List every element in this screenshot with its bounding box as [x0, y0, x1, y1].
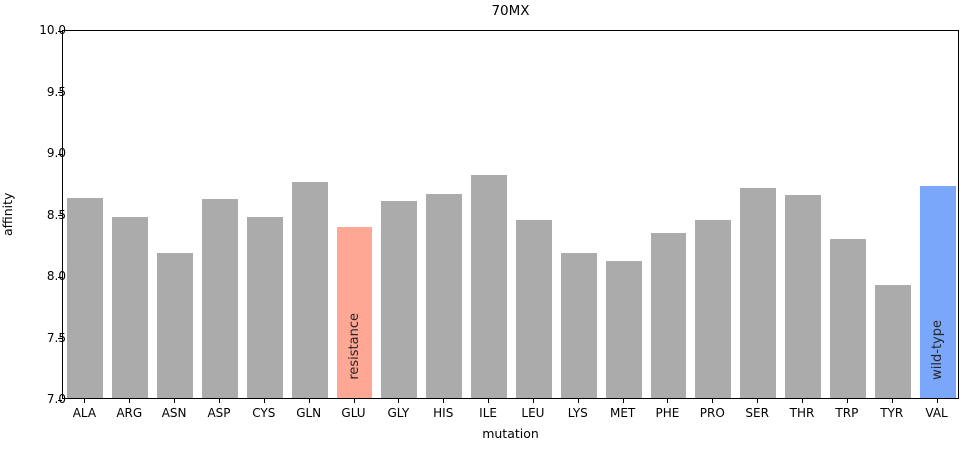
- bar-trp: [829, 239, 866, 398]
- x-tick-label-pro: PRO: [699, 406, 725, 420]
- x-tick-mark: [532, 399, 534, 403]
- bar-thr: [785, 195, 821, 398]
- bar-ile: [471, 175, 507, 398]
- x-tick-mark: [757, 399, 759, 403]
- y-axis-label: affinity: [0, 192, 15, 236]
- bar-annotation-wild-type: wild-type: [930, 320, 946, 380]
- bar-gln: [291, 181, 328, 398]
- y-tick-label: 9.5: [46, 84, 66, 99]
- x-tick-mark: [443, 399, 445, 403]
- x-tick-mark: [398, 399, 400, 403]
- x-tick-label-cys: CYS: [252, 406, 276, 420]
- y-tick-mark: [58, 276, 62, 278]
- plot-area: resistance wild-type: [58, 30, 959, 401]
- bar-phe: [650, 233, 687, 398]
- x-tick-label-phe: PHE: [655, 406, 680, 420]
- chart-title: 70MX: [491, 3, 530, 19]
- y-tick-label: 8.5: [46, 207, 66, 222]
- x-tick-label-met: MET: [609, 406, 636, 420]
- bar-ser: [740, 187, 777, 398]
- bar-annotation-resistance: resistance: [347, 313, 363, 380]
- bar-asp: [202, 198, 238, 398]
- x-tick-mark: [802, 399, 804, 403]
- x-tick-mark: [667, 399, 669, 403]
- x-tick-mark: [218, 399, 220, 403]
- x-tick-mark: [846, 399, 848, 403]
- x-tick-label-gly: GLY: [387, 406, 410, 420]
- bar-glu: resistance: [336, 227, 373, 398]
- y-tick-label: 7.5: [46, 330, 66, 345]
- x-tick-label-ser: SER: [745, 406, 769, 420]
- x-tick-mark: [622, 399, 624, 403]
- x-tick-label-his: HIS: [433, 406, 454, 420]
- bar-tyr: [874, 284, 911, 398]
- y-tick-label: 9.0: [46, 146, 66, 160]
- bar-cys: [246, 217, 283, 398]
- bar-val: wild-type: [919, 186, 956, 398]
- x-tick-label-lys: LYS: [567, 406, 588, 420]
- y-tick-label: 10.0: [39, 23, 66, 37]
- x-tick-label-thr: THR: [789, 406, 815, 420]
- x-tick-label-val: VAL: [925, 406, 948, 420]
- y-tick-mark: [58, 153, 62, 155]
- bar-gly: [381, 201, 418, 398]
- x-tick-label-asp: ASP: [207, 406, 231, 420]
- x-axis-label: mutation: [482, 426, 539, 441]
- x-tick-mark: [129, 399, 131, 403]
- x-tick-mark: [353, 399, 355, 403]
- x-tick-mark: [577, 399, 579, 403]
- y-tick-mark: [58, 399, 62, 401]
- x-tick-mark: [488, 399, 490, 403]
- y-tick-label: 8.0: [46, 269, 66, 283]
- x-tick-label-ala: ALA: [72, 406, 97, 420]
- x-tick-label-ile: ILE: [479, 406, 497, 420]
- y-tick-mark: [58, 30, 62, 32]
- x-tick-mark: [712, 399, 714, 403]
- bar-ala: [67, 197, 104, 398]
- x-tick-mark: [308, 399, 310, 403]
- bar-leu: [515, 219, 552, 398]
- x-tick-label-glu: GLU: [341, 406, 366, 420]
- x-tick-label-tyr: TYR: [880, 406, 904, 420]
- bar-his: [426, 193, 463, 398]
- y-tick-label: 7.0: [46, 392, 66, 406]
- x-tick-mark: [891, 399, 893, 403]
- bar-arg: [112, 217, 149, 398]
- bar-pro: [695, 219, 732, 398]
- x-tick-mark: [936, 399, 938, 403]
- x-tick-mark: [84, 399, 86, 403]
- x-tick-mark: [263, 399, 265, 403]
- bar-lys: [560, 252, 597, 398]
- x-tick-label-asn: ASN: [161, 406, 187, 420]
- x-tick-label-trp: TRP: [835, 406, 859, 420]
- bar-met: [605, 261, 642, 398]
- x-tick-label-arg: ARG: [116, 406, 143, 420]
- x-tick-label-gln: GLN: [296, 406, 322, 420]
- y-tick-mark: [58, 215, 62, 216]
- bar-asn: [157, 252, 194, 398]
- x-tick-mark: [174, 399, 176, 403]
- y-tick-mark: [58, 92, 62, 93]
- y-tick-mark: [58, 338, 62, 339]
- x-tick-label-leu: LEU: [521, 406, 545, 420]
